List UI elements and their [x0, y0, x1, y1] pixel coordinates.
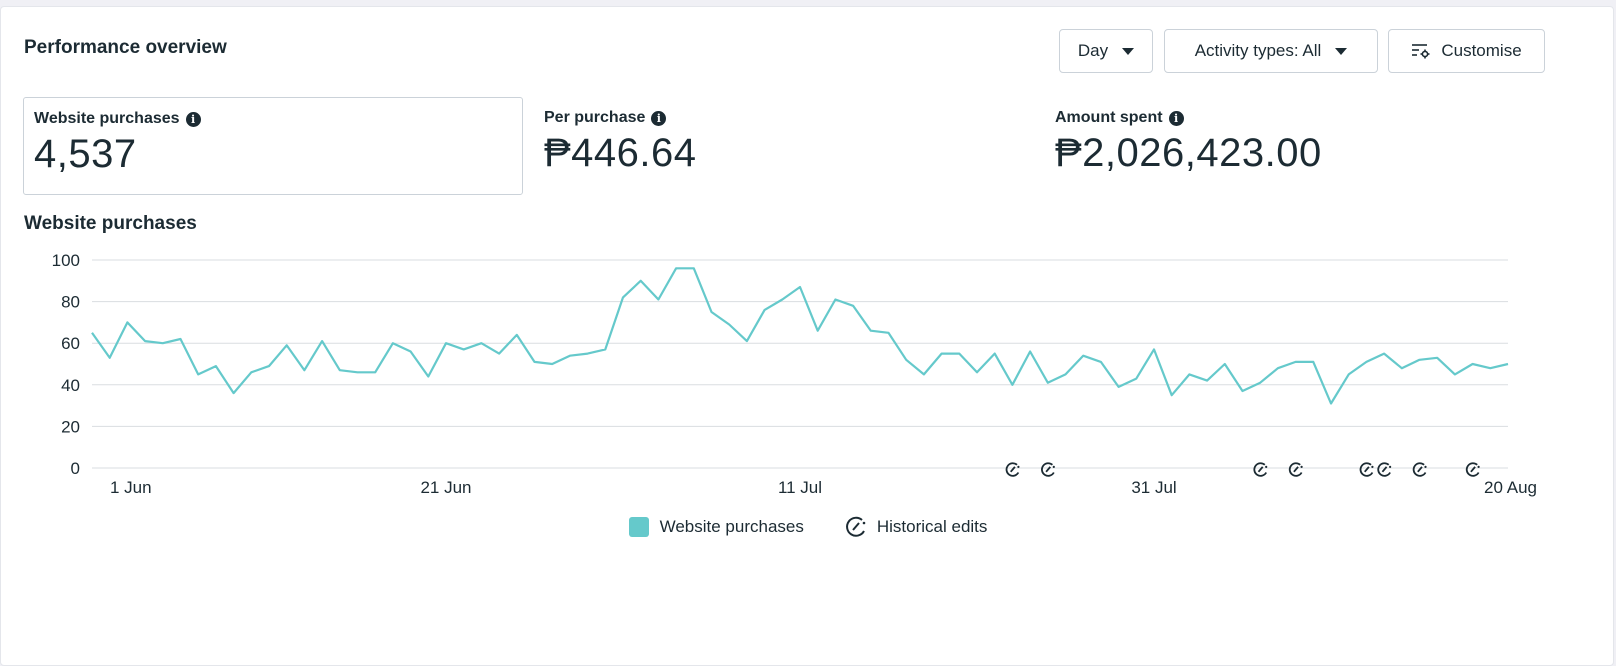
line-chart: 0 20 40 60 80 100 1 Jun 21 Jun 11 Jul 31 Jul 20 Au…	[52, 251, 1537, 497]
y-tick-label: 0	[71, 459, 80, 478]
metric-label: Per purchase	[544, 109, 646, 126]
metric-value: ₱446.64	[544, 131, 697, 175]
caret-down-icon	[1122, 47, 1135, 55]
metric-per-purchase[interactable]: Per purchase i ₱446.64	[534, 97, 1034, 195]
metric-label: Website purchases	[34, 110, 180, 127]
y-tick-label: 40	[61, 376, 80, 395]
series-line-website-purchases	[91, 267, 1509, 405]
legend-swatch	[628, 517, 649, 537]
caret-down-icon	[1335, 47, 1348, 55]
legend-item-historical-edits[interactable]: Historical edits	[844, 516, 988, 538]
y-tick-label: 100	[52, 251, 80, 270]
historical-edit-marker[interactable]	[1359, 462, 1374, 477]
customise-settings-icon	[1412, 44, 1430, 59]
day-dropdown[interactable]: Day	[1059, 29, 1153, 73]
chart-legend: Website purchases Historical edits	[0, 516, 1616, 538]
info-icon[interactable]: i	[185, 111, 201, 127]
historical-edit-marker[interactable]	[1041, 462, 1055, 477]
legend-label: Historical edits	[876, 517, 988, 536]
metric-amount-spent[interactable]: Amount spent i ₱2,026,423.00	[1045, 97, 1565, 195]
y-tick-label: 20	[61, 417, 80, 436]
historical-edit-marker[interactable]	[1465, 462, 1480, 477]
customise-label: Customise	[1441, 41, 1522, 60]
x-tick-label: 31 Jul	[1131, 478, 1176, 497]
historical-edit-marker[interactable]	[1005, 462, 1020, 477]
historical-edits-icon	[845, 516, 866, 537]
metric-label: Amount spent	[1055, 109, 1163, 126]
page-title: Performance overview	[24, 37, 227, 58]
y-tick-label: 80	[61, 293, 80, 312]
x-tick-label: 20 Aug	[1484, 478, 1537, 497]
historical-edit-marker[interactable]	[1288, 462, 1303, 477]
historical-edit-marker[interactable]	[1412, 462, 1427, 477]
x-tick-label: 11 Jul	[778, 478, 822, 497]
customise-button[interactable]: Customise	[1388, 29, 1545, 73]
legend-label: Website purchases	[659, 517, 804, 536]
legend-item-website-purchases[interactable]: Website purchases	[628, 516, 804, 538]
x-tick-label: 21 Jun	[420, 478, 471, 497]
metric-value: ₱2,026,423.00	[1055, 131, 1322, 175]
performance-overview-card: Performance overview Day Activity types:…	[0, 6, 1614, 666]
y-tick-label: 60	[61, 334, 80, 353]
info-icon[interactable]: i	[1168, 110, 1184, 126]
metric-value: 4,537	[34, 132, 137, 176]
activity-types-dropdown[interactable]: Activity types: All	[1164, 29, 1378, 73]
x-tick-label: 1 Jun	[110, 478, 152, 497]
info-icon[interactable]: i	[651, 110, 667, 126]
historical-edit-marker[interactable]	[1377, 462, 1392, 477]
chart-title: Website purchases	[24, 213, 197, 234]
day-dropdown-label: Day	[1077, 41, 1109, 60]
activity-types-label: Activity types: All	[1194, 41, 1322, 60]
historical-edit-marker[interactable]	[1253, 462, 1268, 477]
metric-website-purchases[interactable]: Website purchases i 4,537	[23, 97, 523, 195]
